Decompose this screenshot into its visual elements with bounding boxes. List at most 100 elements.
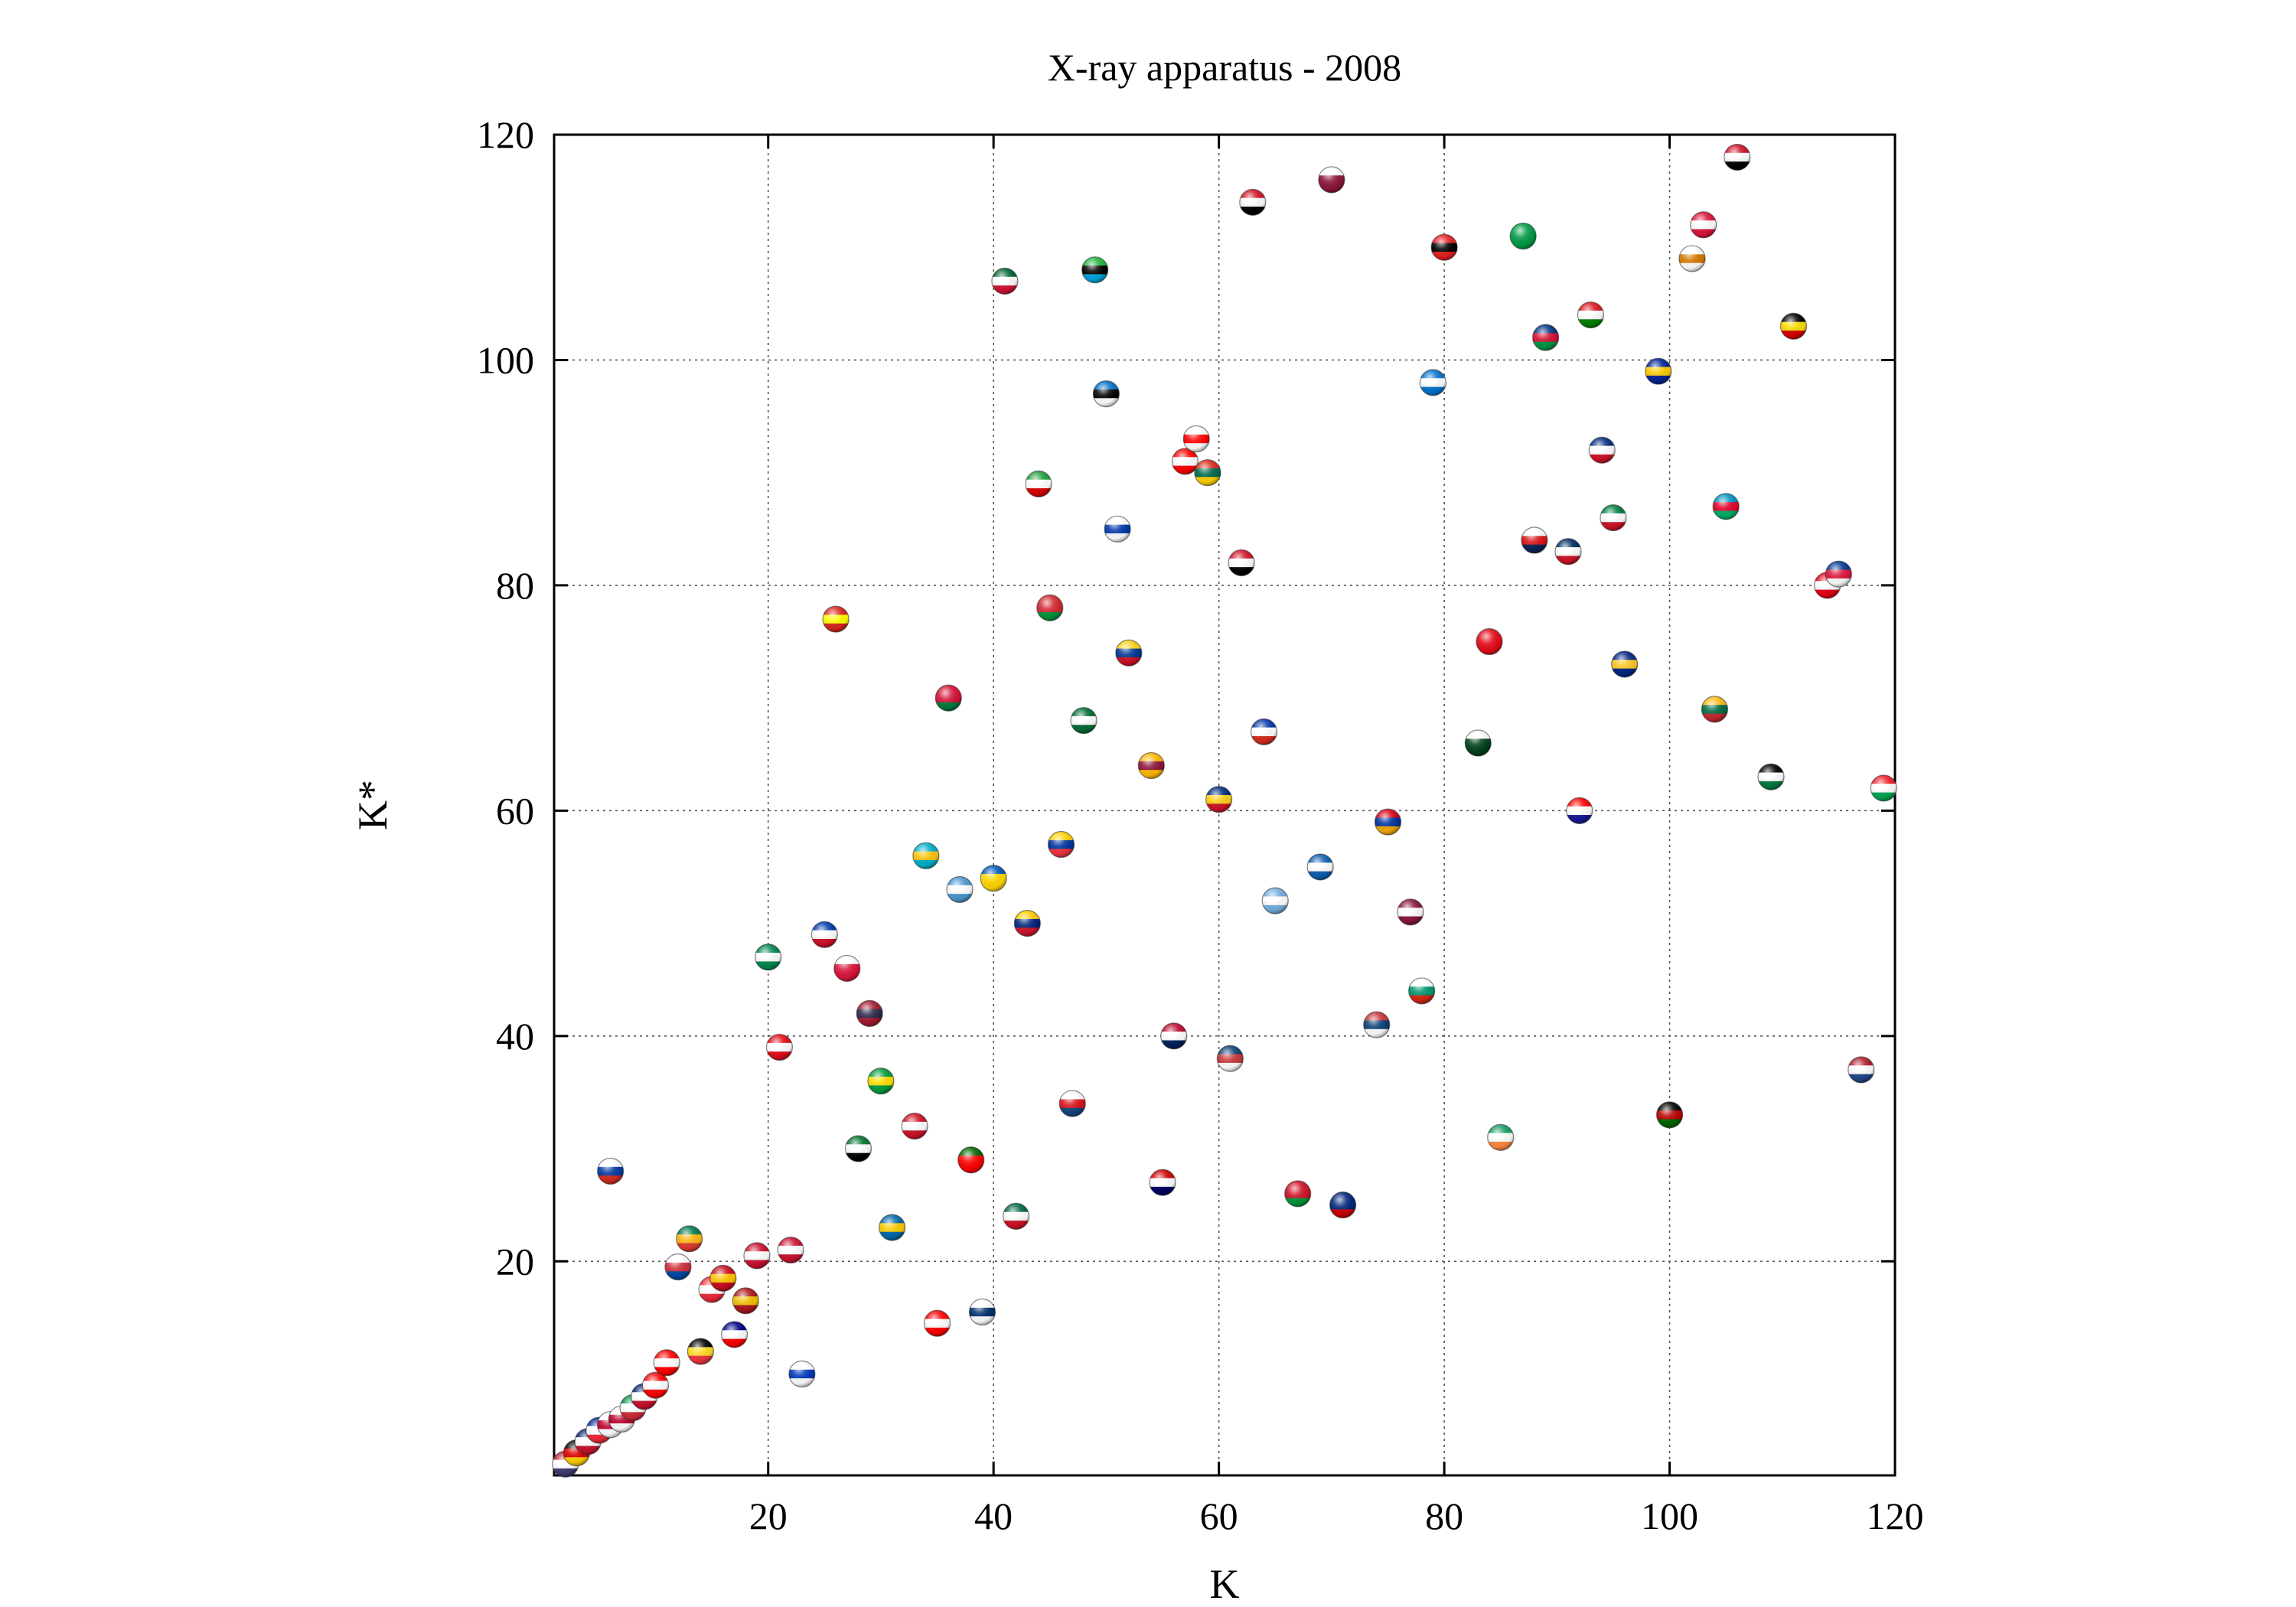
data-point	[1092, 380, 1120, 408]
data-point	[743, 1242, 771, 1270]
data-point	[1047, 830, 1075, 859]
data-point	[1284, 1180, 1312, 1208]
data-point	[1848, 1056, 1875, 1084]
data-point	[1464, 729, 1492, 757]
data-point	[1239, 188, 1267, 216]
data-point	[879, 1214, 906, 1241]
x-tick-label: 80	[1425, 1495, 1463, 1537]
data-point	[946, 875, 974, 904]
data-point	[1329, 1191, 1357, 1219]
data-point	[1554, 538, 1582, 566]
x-tick-label: 60	[1200, 1495, 1238, 1537]
data-point	[1182, 425, 1210, 453]
data-point	[732, 1287, 759, 1315]
data-point	[1171, 448, 1199, 475]
data-point	[765, 1033, 794, 1061]
data-point	[912, 842, 940, 869]
data-point	[822, 605, 850, 633]
data-point	[1645, 357, 1672, 385]
y-tick-label: 80	[496, 564, 534, 607]
data-point	[1036, 594, 1064, 621]
data-point	[1318, 166, 1345, 194]
data-point	[1712, 493, 1740, 520]
data-point	[1509, 222, 1537, 250]
data-point	[923, 1309, 951, 1337]
data-point	[810, 921, 838, 948]
data-point	[1566, 797, 1593, 824]
data-point	[709, 1264, 737, 1292]
data-point	[1521, 526, 1548, 554]
data-point	[1487, 1123, 1515, 1151]
data-point	[720, 1321, 748, 1348]
data-points	[552, 143, 1897, 1478]
x-tick-label: 40	[974, 1495, 1013, 1537]
data-point	[1205, 786, 1233, 813]
data-point	[1374, 808, 1402, 836]
data-point	[1115, 639, 1143, 667]
y-tick-label: 100	[477, 338, 534, 381]
data-point	[1419, 369, 1446, 396]
data-point	[1003, 1202, 1030, 1230]
data-point	[1149, 1169, 1176, 1196]
y-axis-label: K*	[350, 780, 396, 830]
data-point	[653, 1349, 680, 1377]
data-point	[1137, 751, 1165, 780]
data-point	[1397, 898, 1424, 926]
data-point	[1408, 977, 1436, 1005]
plot-frame	[553, 133, 1896, 1477]
data-point	[1611, 650, 1639, 678]
data-point	[664, 1253, 692, 1281]
data-point	[597, 1157, 625, 1185]
data-point	[1678, 245, 1706, 272]
data-point	[934, 684, 962, 712]
y-tick-label: 120	[477, 113, 534, 156]
data-point	[687, 1338, 714, 1365]
data-point	[1588, 436, 1616, 464]
data-point	[1306, 853, 1334, 881]
x-axis-label: K	[1210, 1561, 1240, 1607]
x-tick-label: 100	[1641, 1495, 1698, 1537]
axis-ticks: 20 40 60 80 100 120 20 40 60 80 100 120	[477, 113, 1924, 1537]
data-point	[1104, 515, 1131, 543]
y-tick-label: 20	[496, 1240, 534, 1283]
data-point	[1058, 1090, 1086, 1117]
data-point	[1261, 887, 1289, 914]
data-point	[1476, 627, 1503, 656]
data-point	[1363, 1011, 1391, 1038]
data-point	[788, 1360, 816, 1388]
data-point	[1013, 909, 1041, 937]
x-tick-label: 120	[1867, 1495, 1924, 1537]
data-point	[1757, 763, 1785, 790]
data-point	[833, 954, 861, 983]
data-point	[1160, 1022, 1188, 1050]
data-point	[1216, 1045, 1244, 1072]
y-tick-label: 40	[496, 1015, 534, 1058]
data-point	[1531, 324, 1560, 351]
data-point	[641, 1371, 670, 1399]
data-point	[856, 999, 883, 1027]
data-point	[1081, 256, 1109, 284]
data-point	[777, 1236, 804, 1264]
data-point	[1825, 560, 1852, 588]
data-point	[1025, 470, 1052, 498]
data-point	[1430, 233, 1458, 261]
data-point	[1250, 718, 1278, 745]
data-point	[980, 865, 1007, 892]
data-point	[1577, 301, 1605, 329]
data-point	[1194, 459, 1221, 487]
data-point	[755, 944, 782, 971]
data-point	[901, 1112, 928, 1140]
chart-title: X-ray apparatus - 2008	[1048, 46, 1401, 89]
x-tick-label: 20	[749, 1495, 788, 1537]
data-point	[1655, 1101, 1684, 1129]
data-point	[1070, 706, 1097, 735]
data-point	[957, 1146, 985, 1174]
data-point	[1724, 143, 1751, 171]
data-point	[1870, 774, 1897, 802]
data-point	[1701, 696, 1729, 723]
y-tick-label: 60	[496, 789, 534, 832]
data-point	[1779, 312, 1808, 340]
data-point	[1690, 211, 1717, 239]
data-point	[1600, 504, 1627, 532]
